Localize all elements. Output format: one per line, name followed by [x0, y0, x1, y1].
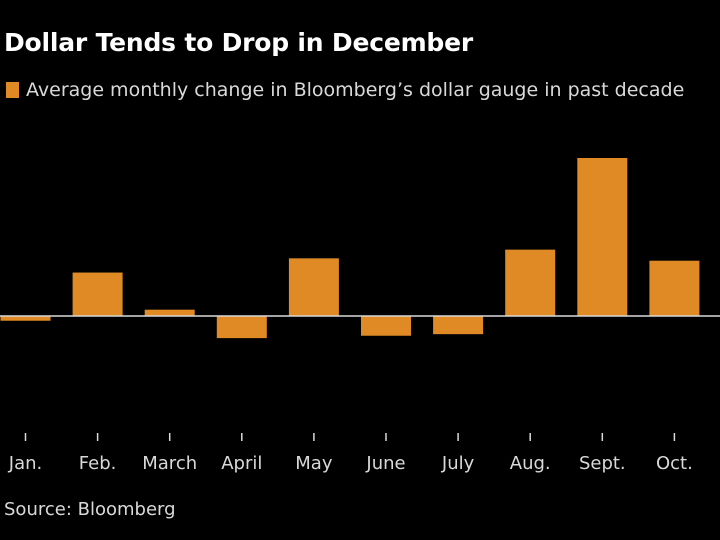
- x-tick-label-3: April: [221, 453, 262, 474]
- bar-7: [505, 249, 556, 316]
- x-tick-label-4: May: [295, 453, 333, 474]
- x-tick-label-0: Jan.: [8, 453, 42, 474]
- bar-8: [577, 158, 628, 316]
- x-tick-label-2: March: [142, 453, 197, 474]
- bar-9: [649, 260, 700, 316]
- bar-1: [72, 272, 123, 316]
- bar-6: [433, 316, 484, 335]
- x-tick-label-9: Oct.: [656, 453, 693, 474]
- legend: Average monthly change in Bloomberg’s do…: [6, 79, 684, 101]
- x-tick-label-8: Sept.: [579, 453, 626, 474]
- bar-4: [288, 258, 339, 316]
- bar-2: [144, 309, 195, 316]
- legend-label: Average monthly change in Bloomberg’s do…: [26, 79, 685, 101]
- bar-5: [361, 316, 411, 336]
- bar-0: [0, 316, 51, 321]
- x-tick-label-1: Feb.: [79, 453, 117, 474]
- x-tick-label-5: June: [365, 453, 405, 474]
- chart-title: Dollar Tends to Drop in December: [4, 28, 474, 57]
- x-tick-label-7: Aug.: [510, 453, 551, 474]
- source-note: Source: Bloomberg: [4, 499, 176, 520]
- legend-swatch: [6, 82, 19, 98]
- bar-3: [216, 316, 267, 339]
- x-tick-label-6: July: [441, 453, 475, 474]
